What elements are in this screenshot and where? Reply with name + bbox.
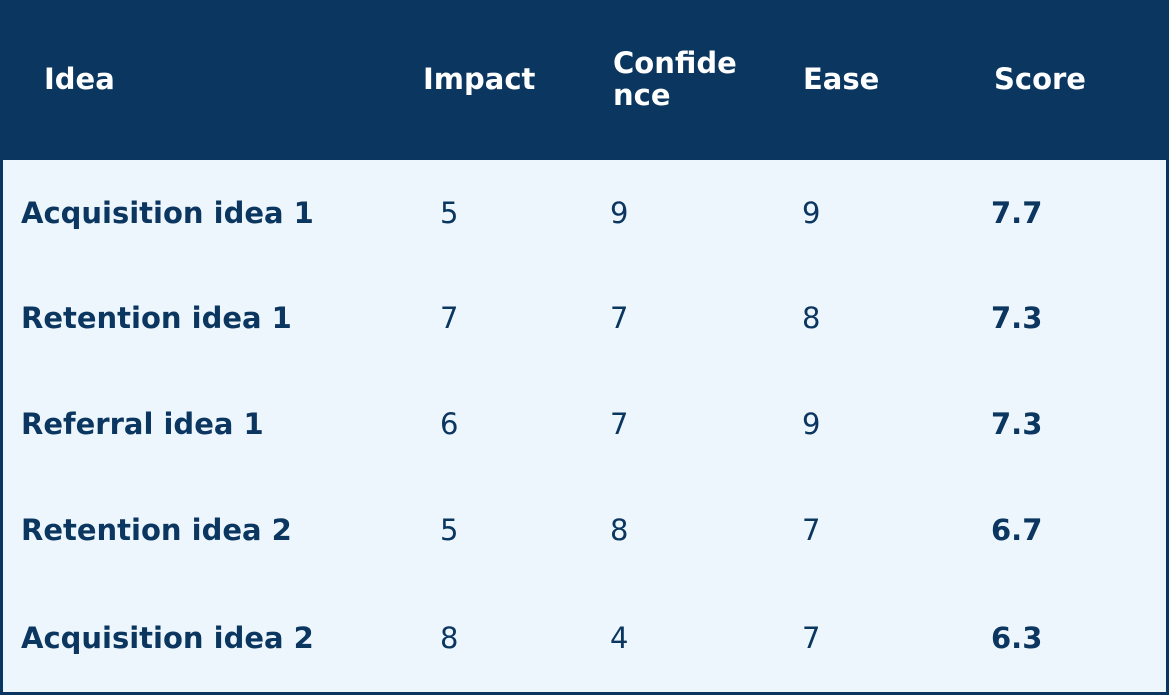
- value-cell: 8: [782, 265, 976, 374]
- header-cell-text: Score: [994, 62, 1086, 97]
- value-cell-text: 7: [610, 301, 629, 335]
- value-cell: 7: [590, 371, 785, 480]
- idea-cell: Retention idea 2: [0, 477, 401, 586]
- value-cell: 4: [590, 583, 785, 695]
- value-cell-text: 8: [440, 620, 459, 655]
- value-cell-text: 6: [440, 407, 459, 441]
- value-cell: 9: [782, 160, 976, 268]
- idea-cell-text: Retention idea 2: [21, 513, 292, 547]
- value-cell: 5: [398, 160, 593, 268]
- idea-cell: Referral idea 1: [0, 371, 401, 480]
- value-cell: 7: [782, 477, 976, 586]
- value-cell-text: 7.3: [991, 301, 1043, 335]
- idea-cell-text: Acquisition idea 2: [21, 620, 314, 655]
- header-cell-text: Confidence: [613, 46, 737, 112]
- value-cell: 7: [590, 265, 785, 374]
- value-cell-text: 9: [802, 407, 821, 441]
- value-cell-text: 6.7: [991, 513, 1043, 547]
- header-cell-text: Idea: [44, 62, 115, 97]
- value-cell-text: 7: [802, 620, 821, 655]
- value-cell: 7: [782, 583, 976, 695]
- value-cell: 6.3: [973, 583, 1169, 695]
- header-cell-text: Impact: [423, 62, 536, 97]
- header-cell-text: Ease: [803, 62, 880, 97]
- idea-cell: Acquisition idea 1: [0, 160, 401, 268]
- value-cell-text: 9: [610, 195, 629, 230]
- idea-cell-text: Acquisition idea 1: [21, 195, 314, 230]
- value-cell-text: 5: [440, 513, 459, 547]
- value-cell-text: 6.3: [991, 620, 1043, 655]
- value-cell-text: 8: [802, 301, 821, 335]
- value-cell: 8: [590, 477, 785, 586]
- header-cell: Idea: [0, 0, 401, 160]
- header-cell: Score: [976, 0, 1169, 160]
- value-cell: 8: [398, 583, 593, 695]
- value-cell-text: 7: [802, 513, 821, 547]
- value-cell: 9: [590, 160, 785, 268]
- header-cell: Confidence: [593, 0, 785, 160]
- value-cell-text: 7: [440, 301, 459, 335]
- value-cell-text: 7.3: [991, 407, 1043, 441]
- value-cell: 7.7: [973, 160, 1169, 268]
- idea-cell: Retention idea 1: [0, 265, 401, 374]
- idea-cell: Acquisition idea 2: [0, 583, 401, 695]
- value-cell-text: 8: [610, 513, 629, 547]
- header-cell: Impact: [401, 0, 593, 160]
- value-cell: 7.3: [973, 371, 1169, 480]
- value-cell-text: 7.7: [991, 195, 1043, 230]
- value-cell-text: 4: [610, 620, 629, 655]
- value-cell-text: 7: [610, 407, 629, 441]
- header-cell: Ease: [785, 0, 976, 160]
- value-cell-text: 9: [802, 195, 821, 230]
- value-cell: 5: [398, 477, 593, 586]
- value-cell: 6.7: [973, 477, 1169, 586]
- value-cell: 9: [782, 371, 976, 480]
- idea-cell-text: Retention idea 1: [21, 301, 292, 335]
- idea-cell-text: Referral idea 1: [21, 407, 264, 441]
- value-cell: 7: [398, 265, 593, 374]
- value-cell: 7.3: [973, 265, 1169, 374]
- value-cell: 6: [398, 371, 593, 480]
- value-cell-text: 5: [440, 195, 459, 230]
